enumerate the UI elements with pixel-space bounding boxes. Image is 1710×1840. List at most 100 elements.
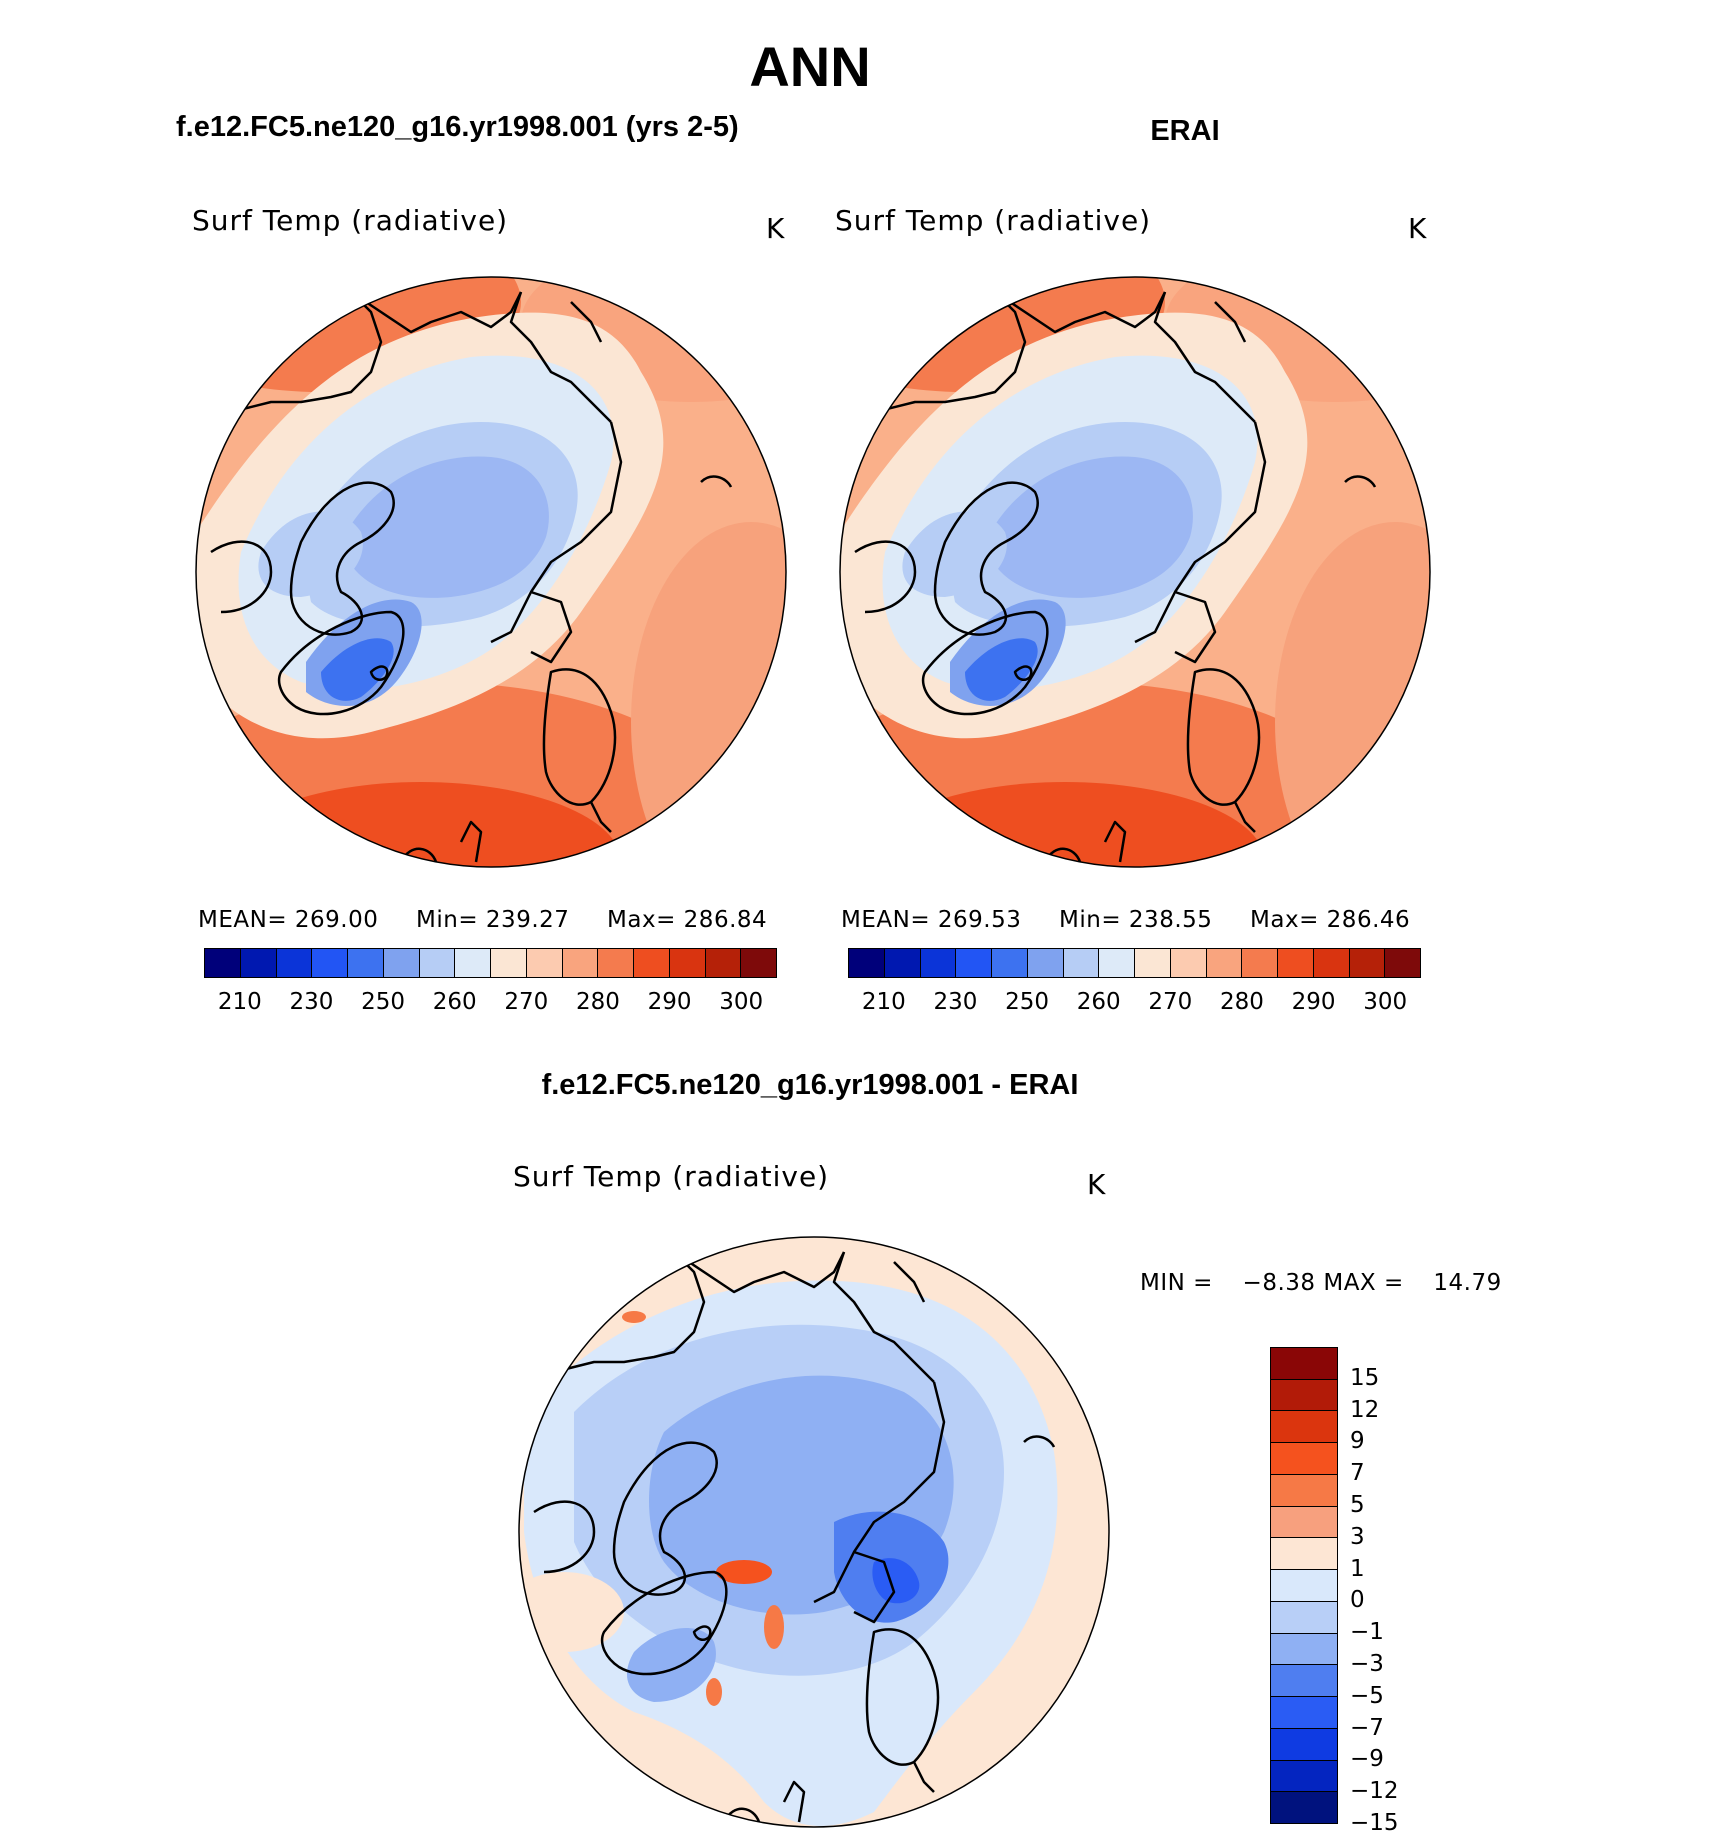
obs-mean-value: 269.53 — [937, 907, 1022, 933]
model-colorbar-segment — [705, 949, 742, 977]
model-colorbar-segment — [240, 949, 277, 977]
model-colorbar-tick-label: 260 — [432, 989, 477, 1015]
model-colorbar — [204, 948, 777, 978]
obs-min-value: 238.55 — [1128, 907, 1213, 933]
diff-colorbar-segment — [1271, 1506, 1337, 1539]
model-mean-label: MEAN= — [198, 907, 288, 933]
model-colorbar-segment — [634, 949, 670, 977]
obs-colorbar-tick-label: 230 — [933, 989, 978, 1015]
model-colorbar-tick-label: 280 — [575, 989, 620, 1015]
diff-colorbar-segment — [1271, 1697, 1337, 1729]
model-colorbar-segment — [276, 949, 313, 977]
obs-colorbar-tick-label: 290 — [1291, 989, 1336, 1015]
obs-units: K — [1408, 212, 1427, 245]
difference-panel-title: f.e12.FC5.ne120_g16.yr1998.001 - ERAI — [541, 1069, 1079, 1101]
difference-map-border — [518, 1236, 1110, 1828]
model-colorbar-tick-label: 290 — [647, 989, 692, 1015]
obs-colorbar-segment — [1170, 949, 1207, 977]
obs-max-label: Max= — [1250, 907, 1319, 933]
diff-colorbar-segment — [1271, 1379, 1337, 1412]
model-colorbar-tick-label: 270 — [504, 989, 549, 1015]
model-colorbar-tick-label: 230 — [289, 989, 334, 1015]
difference-polar-map — [494, 1212, 1134, 1840]
obs-colorbar-segment — [884, 949, 921, 977]
diff-colorbar-tick-label: 1 — [1350, 1555, 1365, 1582]
diff-colorbar-segment — [1271, 1411, 1337, 1444]
model-mean-value: 269.00 — [294, 907, 379, 933]
diff-colorbar-tick-label: −9 — [1350, 1746, 1384, 1773]
diff-colorbar-segment — [1271, 1760, 1337, 1793]
obs-mean-label: MEAN= — [841, 907, 931, 933]
diff-units: K — [1087, 1168, 1106, 1201]
model-colorbar-tick-label: 300 — [719, 989, 764, 1015]
model-colorbar-segment — [348, 949, 384, 977]
diff-colorbar-segment — [1271, 1633, 1337, 1666]
diff-max-label: MAX = — [1323, 1270, 1404, 1296]
obs-colorbar-segment — [1278, 949, 1314, 977]
diff-colorbar-tick-label: −5 — [1350, 1682, 1384, 1709]
model-colorbar-segment — [669, 949, 706, 977]
obs-colorbar-segment — [1242, 949, 1278, 977]
diff-colorbar-segment — [1271, 1665, 1337, 1698]
diff-colorbar-segment — [1271, 1474, 1337, 1507]
diff-colorbar-segment — [1271, 1443, 1337, 1475]
model-colorbar-segment — [598, 949, 634, 977]
obs-colorbar-tick-label: 280 — [1219, 989, 1264, 1015]
diff-colorbar-tick-label: 7 — [1350, 1460, 1365, 1487]
model-colorbar-segment — [419, 949, 456, 977]
diff-colorbar-tick-label: 3 — [1350, 1523, 1365, 1550]
model-colorbar-segment — [491, 949, 527, 977]
model-colorbar-segment — [205, 949, 241, 977]
main-title: ANN — [749, 35, 871, 98]
model-min-value: 239.27 — [485, 907, 570, 933]
model-max-value: 286.84 — [683, 907, 768, 933]
obs-colorbar-segment — [920, 949, 957, 977]
obs-colorbar-segment — [1206, 949, 1243, 977]
obs-colorbar-segment — [849, 949, 885, 977]
diff-colorbar-tick-label: −15 — [1350, 1810, 1399, 1836]
model-colorbar-segment — [312, 949, 348, 977]
obs-colorbar-tick-label: 260 — [1076, 989, 1121, 1015]
model-polar-map — [121, 212, 871, 962]
diff-colorbar-segment — [1271, 1728, 1337, 1761]
diff-colorbar-tick-label: 5 — [1350, 1492, 1365, 1518]
diff-colorbar-tick-label: −1 — [1350, 1619, 1384, 1646]
diff-colorbar-segment — [1271, 1570, 1337, 1602]
diff-colorbar-tick-label: 15 — [1350, 1364, 1380, 1391]
model-map-border — [195, 276, 787, 868]
model-variable-name: Surf Temp (radiative) — [192, 204, 509, 237]
diff-min-label: MIN = — [1140, 1270, 1213, 1296]
obs-panel-title: ERAI — [1150, 115, 1220, 147]
diff-colorbar-tick-label: 0 — [1350, 1587, 1365, 1614]
model-colorbar-segment — [526, 949, 563, 977]
diff-colorbar-segment — [1271, 1601, 1337, 1634]
obs-stats: MEAN= 269.53 Min= 238.55 Max= 286.46 — [841, 907, 1410, 933]
diff-min-value: −8.38 — [1242, 1270, 1316, 1296]
diff-colorbar — [1270, 1347, 1338, 1824]
diff-colorbar-tick-label: 12 — [1350, 1396, 1380, 1423]
model-min-label: Min= — [416, 907, 479, 933]
diff-colorbar-tick-label: 9 — [1350, 1428, 1365, 1455]
diff-colorbar-segment — [1271, 1538, 1337, 1571]
model-colorbar-segment — [383, 949, 420, 977]
model-colorbar-segment — [455, 949, 491, 977]
obs-min-label: Min= — [1059, 907, 1122, 933]
obs-max-value: 286.46 — [1326, 907, 1411, 933]
obs-colorbar-segment — [1063, 949, 1100, 977]
obs-colorbar-tick-label: 300 — [1363, 989, 1408, 1015]
model-units: K — [766, 212, 785, 245]
obs-colorbar-segment — [992, 949, 1028, 977]
obs-colorbar-segment — [1349, 949, 1386, 977]
diff-colorbar-segment — [1271, 1792, 1337, 1824]
obs-colorbar-segment — [956, 949, 992, 977]
obs-colorbar-tick-label: 250 — [1005, 989, 1050, 1015]
diff-colorbar-tick-label: −7 — [1350, 1714, 1384, 1741]
diff-max-value: 14.79 — [1433, 1270, 1502, 1296]
obs-colorbar-segment — [1027, 949, 1064, 977]
obs-colorbar-segment — [1135, 949, 1171, 977]
obs-colorbar-tick-label: 210 — [861, 989, 906, 1015]
diff-variable-name: Surf Temp (radiative) — [513, 1160, 830, 1193]
obs-polar-map — [765, 212, 1515, 962]
model-colorbar-tick-label: 210 — [217, 989, 262, 1015]
